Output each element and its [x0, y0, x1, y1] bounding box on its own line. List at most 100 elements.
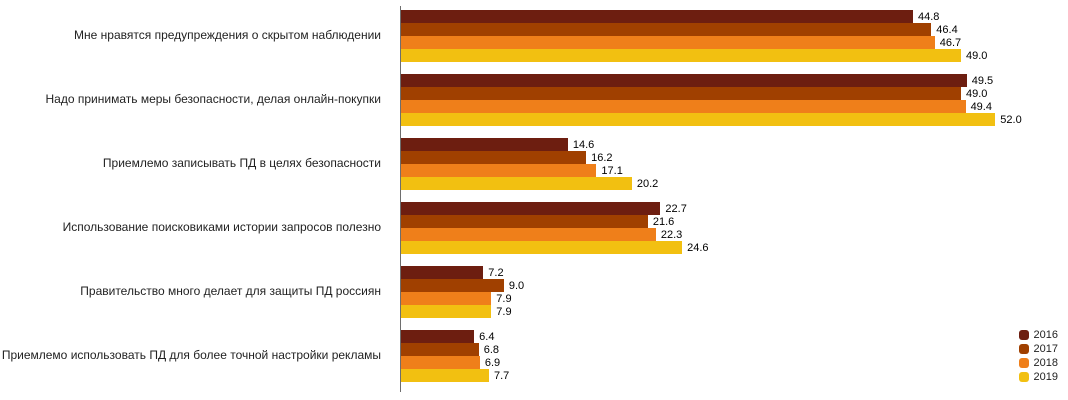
value-label: 16.2: [591, 151, 613, 164]
bar-row: 20.2: [401, 177, 1041, 190]
bar-row: 52.0: [401, 113, 1041, 126]
plot-area: Мне нравятся предупреждения о скрытом на…: [0, 10, 1068, 382]
bar-2016: [401, 138, 568, 151]
legend-swatch: [1018, 329, 1029, 340]
bar-2016: [401, 10, 913, 23]
bar-2017: [401, 87, 961, 100]
bar-2018: [401, 228, 656, 241]
value-label: 49.0: [966, 87, 988, 100]
category-label: Правительство много делает для защиты ПД…: [80, 284, 381, 299]
value-label: 24.6: [687, 241, 709, 254]
value-label: 22.3: [660, 228, 683, 241]
bar-2017: [401, 279, 504, 292]
value-label: 20.2: [636, 177, 659, 190]
bar-row: 44.8: [401, 10, 1041, 23]
bar-2016: [401, 266, 484, 279]
legend-swatch: [1018, 371, 1029, 382]
bar-group: Приемлемо использовать ПД для более точн…: [0, 330, 1068, 382]
y-axis-line: [400, 6, 401, 392]
value-label: 7.7: [494, 369, 510, 382]
bar-cluster: 22.7 21.6 22.3 24.6: [401, 202, 1041, 254]
bar-group: Мне нравятся предупреждения о скрытом на…: [0, 10, 1068, 62]
bar-2019: [401, 369, 489, 382]
bar-row: 7.9: [401, 305, 1041, 318]
legend-label: 2016: [1033, 328, 1058, 341]
bar-row: 22.3: [401, 228, 1041, 241]
bar-2018: [401, 292, 492, 305]
category-label: Использование поисковиками истории запро…: [62, 220, 381, 235]
legend-label: 2017: [1033, 342, 1058, 355]
legend: 2016 2017 2018 2019: [1018, 328, 1058, 384]
bar-row: 6.8: [401, 343, 1041, 356]
bar-group: Надо принимать меры безопасности, делая …: [0, 74, 1068, 126]
legend-swatch: [1018, 357, 1029, 368]
bar-group: Правительство много делает для защиты ПД…: [0, 266, 1068, 318]
value-label: 46.4: [936, 23, 958, 36]
bar-row: 9.0: [401, 279, 1041, 292]
bar-row: 7.7: [401, 369, 1041, 382]
bar-row: 16.2: [401, 151, 1041, 164]
bar-row: 49.5: [401, 74, 1041, 87]
legend-item-2016[interactable]: 2016: [1018, 328, 1058, 341]
bar-2016: [401, 74, 967, 87]
bar-row: 21.6: [401, 215, 1041, 228]
value-label: 49.0: [966, 49, 988, 62]
value-label: 21.6: [652, 215, 675, 228]
bar-group: Приемлемо записывать ПД в целях безопасн…: [0, 138, 1068, 190]
bar-row: 6.9: [401, 356, 1041, 369]
value-label: 6.4: [479, 330, 495, 343]
bar-2016: [401, 202, 661, 215]
value-label: 46.7: [939, 36, 962, 49]
category-label: Приемлемо использовать ПД для более точн…: [1, 348, 381, 363]
bar-2019: [401, 177, 632, 190]
bar-cluster: 14.6 16.2 17.1 20.2: [401, 138, 1041, 190]
legend-item-2017[interactable]: 2017: [1018, 342, 1058, 355]
value-label: 22.7: [665, 202, 687, 215]
category-label: Мне нравятся предупреждения о скрытом на…: [74, 28, 381, 43]
legend-swatch: [1018, 343, 1029, 354]
bar-2019: [401, 241, 683, 254]
legend-item-2019[interactable]: 2019: [1018, 370, 1058, 383]
value-label: 6.8: [483, 343, 499, 356]
value-label: 49.5: [971, 74, 994, 87]
bar-row: 49.0: [401, 49, 1041, 62]
bar-cluster: 7.2 9.0 7.9 7.9: [401, 266, 1041, 318]
bar-row: 46.7: [401, 36, 1041, 49]
legend-label: 2018: [1033, 356, 1058, 369]
legend-label: 2019: [1033, 370, 1058, 383]
bar-row: 49.0: [401, 87, 1041, 100]
value-label: 44.8: [918, 10, 940, 23]
value-label: 7.9: [496, 292, 512, 305]
bar-row: 49.4: [401, 100, 1041, 113]
bar-row: 14.6: [401, 138, 1041, 151]
bar-2018: [401, 36, 935, 49]
bar-2019: [401, 305, 492, 318]
bar-2017: [401, 23, 932, 36]
bar-cluster: 49.5 49.0 49.4 52.0: [401, 74, 1041, 126]
value-label: 52.0: [1000, 113, 1022, 126]
bar-2018: [401, 356, 480, 369]
value-label: 7.2: [488, 266, 504, 279]
bar-row: 24.6: [401, 241, 1041, 254]
value-label: 14.6: [572, 138, 595, 151]
bar-2019: [401, 113, 996, 126]
bar-cluster: 44.8 46.4 46.7 49.0: [401, 10, 1041, 62]
value-label: 49.4: [970, 100, 992, 113]
value-label: 9.0: [508, 279, 525, 292]
value-label: 7.9: [496, 305, 512, 318]
bar-row: 6.4: [401, 330, 1041, 343]
bar-row: 22.7: [401, 202, 1041, 215]
bar-cluster: 6.4 6.8 6.9 7.7: [401, 330, 1041, 382]
bar-row: 7.9: [401, 292, 1041, 305]
bar-2018: [401, 100, 966, 113]
bar-group: Использование поисковиками истории запро…: [0, 202, 1068, 254]
legend-item-2018[interactable]: 2018: [1018, 356, 1058, 369]
bar-row: 46.4: [401, 23, 1041, 36]
bar-2017: [401, 151, 587, 164]
bar-row: 17.1: [401, 164, 1041, 177]
value-label: 17.1: [601, 164, 623, 177]
bar-2018: [401, 164, 597, 177]
bar-2017: [401, 343, 479, 356]
bar-2017: [401, 215, 648, 228]
